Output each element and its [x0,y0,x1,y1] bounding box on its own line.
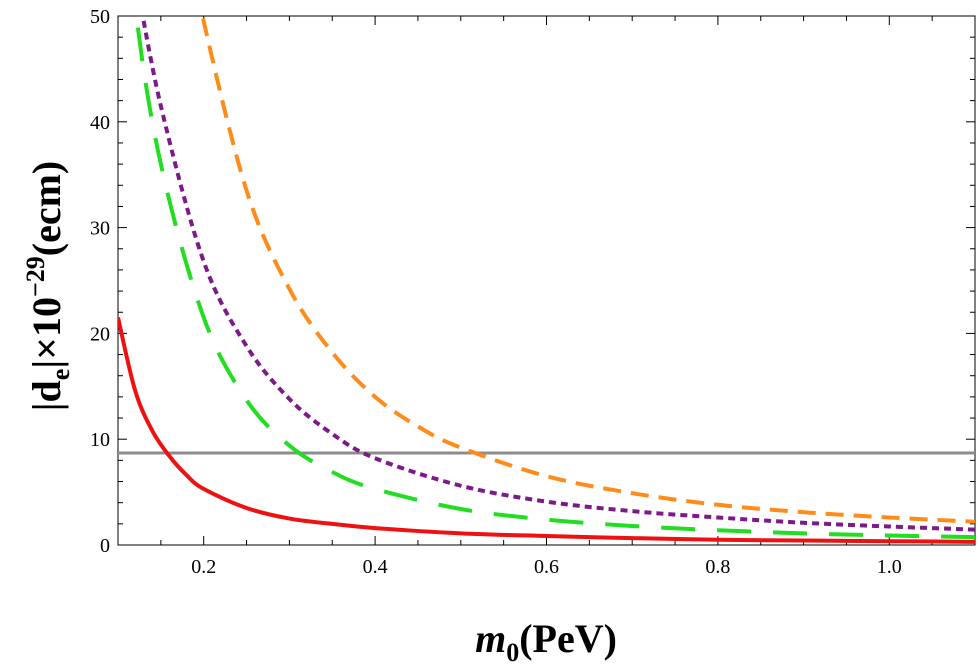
y-tick-label: 20 [90,323,110,345]
y-axis-title-rest: (ecm) [24,161,69,256]
x-axis-title-rest: (PeV) [519,616,617,661]
y-tick-label: 0 [100,535,110,557]
x-tick-label: 0.8 [705,556,730,578]
curves [118,16,975,544]
series-long-dashed-line [134,16,975,540]
series-solid-line [118,317,975,544]
series-medium-dashed-line [200,16,975,524]
x-tick-label: 0.4 [363,556,388,578]
x-tick-label: 1.0 [877,556,902,578]
y-tick-label: 40 [90,112,110,134]
y-tick-label: 10 [90,429,110,451]
x-tick-label: 0.6 [534,556,559,578]
x-axis-title: m0(PeV) [475,616,617,667]
y-axis-title-mid: |×10 [24,297,69,369]
x-tick-label: 0.2 [191,556,216,578]
axis-ticks [117,15,976,546]
axis-tick-labels: 0.2 0.4 0.6 0.8 1.0 0 10 20 30 40 50 [90,6,902,578]
plot-frame [117,15,976,546]
x-axis-title-main: m [475,616,506,661]
series-short-dashed-line [140,16,975,532]
y-tick-label: 50 [90,6,110,28]
x-axis-title-sub: 0 [506,638,519,667]
y-axis-title-open: |d [24,380,69,411]
y-axis-title-sub: e [46,369,75,381]
y-axis-title-sup: −29 [21,256,50,297]
y-axis-title: |de|×10−29(ecm) [21,161,75,412]
y-tick-label: 30 [90,218,110,240]
